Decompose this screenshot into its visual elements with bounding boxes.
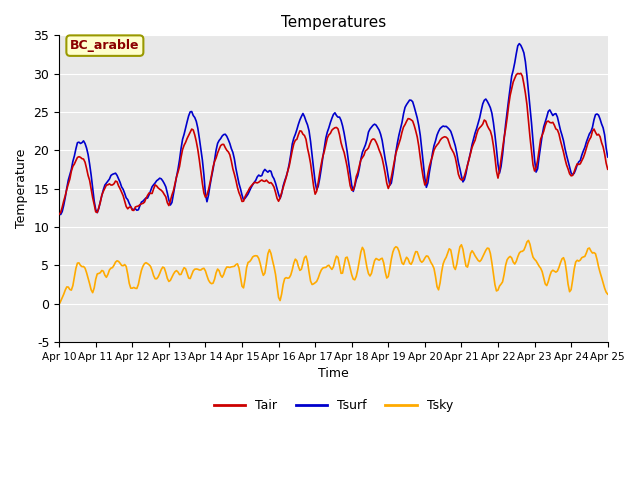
Legend: Tair, Tsurf, Tsky: Tair, Tsurf, Tsky — [209, 394, 458, 417]
Text: BC_arable: BC_arable — [70, 39, 140, 52]
Y-axis label: Temperature: Temperature — [15, 149, 28, 228]
X-axis label: Time: Time — [318, 367, 349, 380]
Title: Temperatures: Temperatures — [281, 15, 386, 30]
